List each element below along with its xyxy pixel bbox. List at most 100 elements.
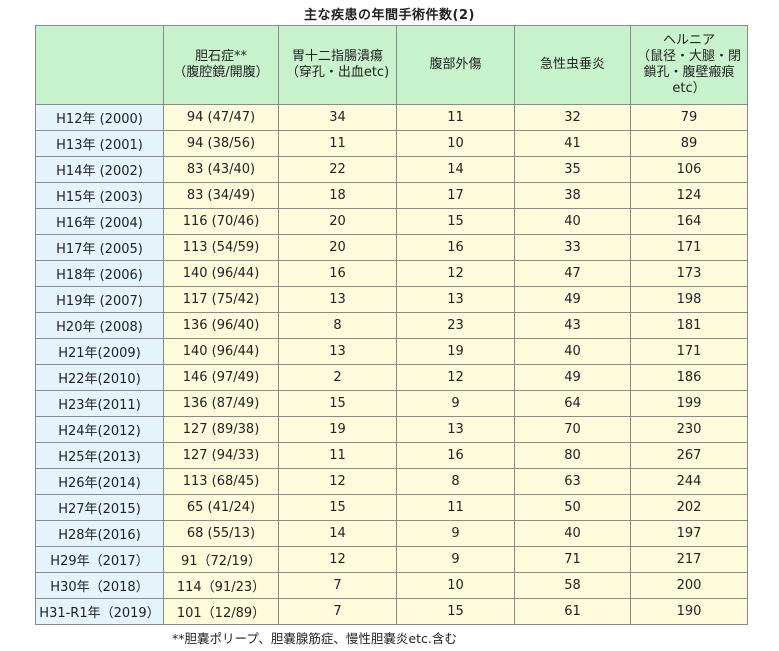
hernia-cell: 202 (630, 494, 748, 521)
hernia-cell: 124 (630, 182, 748, 209)
table-row: H21年(2009) 140 (96/44) 13 19 40 171 (35, 338, 748, 365)
trauma-cell: 16 (396, 442, 515, 469)
header-line: 腹部外傷 (429, 57, 482, 72)
year-cell: H15年 (2003) (35, 182, 164, 209)
ulcer-cell: 12 (278, 546, 397, 573)
trauma-cell: 14 (396, 156, 515, 183)
hernia-cell: 79 (630, 104, 748, 131)
gallstone-cell: 116 (70/46) (163, 208, 279, 235)
year-cell: H30年（2018） (35, 572, 164, 599)
year-cell: H27年(2015) (35, 494, 164, 521)
gallstone-cell: 68 (55/13) (163, 520, 279, 547)
gallstone-cell: 146 (97/49) (163, 364, 279, 391)
ulcer-cell: 16 (278, 260, 397, 287)
year-cell: H31-R1年（2019） (35, 598, 164, 625)
year-cell: H12年 (2000) (35, 104, 164, 131)
footnote: **胆嚢ポリープ、胆嚢腺筋症、慢性胆嚢炎etc.含む (172, 631, 457, 646)
hernia-cell: 89 (630, 130, 748, 157)
appendicitis-cell: 33 (514, 234, 631, 261)
table-row: H28年(2016) 68 (55/13) 14 9 40 197 (35, 520, 748, 547)
ulcer-cell: 20 (278, 208, 397, 235)
hernia-cell: 106 (630, 156, 748, 183)
gallstone-cell: 114（91/23） (163, 572, 279, 599)
appendicitis-cell: 35 (514, 156, 631, 183)
trauma-cell: 9 (396, 390, 515, 417)
year-cell: H24年(2012) (35, 416, 164, 443)
appendicitis-cell: 50 (514, 494, 631, 521)
header-year (35, 25, 164, 105)
header-abdominal-trauma: 腹部外傷 (396, 25, 515, 105)
gallstone-cell: 127 (94/33) (163, 442, 279, 469)
gallstone-cell: 136 (96/40) (163, 312, 279, 339)
table-row: H14年 (2002) 83 (43/40) 22 14 35 106 (35, 156, 748, 183)
hernia-cell: 199 (630, 390, 748, 417)
table-row: H13年 (2001) 94 (38/56) 11 10 41 89 (35, 130, 748, 157)
header-hernia: ヘルニア （鼠径・大腿・閉 鎖孔・腹壁瘢痕 etc） (630, 25, 748, 105)
table-row: H16年 (2004) 116 (70/46) 20 15 40 164 (35, 208, 748, 235)
hernia-cell: 198 (630, 286, 748, 313)
ulcer-cell: 7 (278, 598, 397, 625)
gallstone-cell: 101（12/89） (163, 598, 279, 625)
hernia-cell: 230 (630, 416, 748, 443)
ulcer-cell: 19 (278, 416, 397, 443)
table-row: H26年(2014) 113 (68/45) 12 8 63 244 (35, 468, 748, 495)
appendicitis-cell: 38 (514, 182, 631, 209)
hernia-cell: 267 (630, 442, 748, 469)
trauma-cell: 10 (396, 130, 515, 157)
table-row: H31-R1年（2019） 101（12/89） 7 15 61 190 (35, 598, 748, 625)
year-cell: H20年 (2008) (35, 312, 164, 339)
year-cell: H13年 (2001) (35, 130, 164, 157)
gallstone-cell: 136 (87/49) (163, 390, 279, 417)
appendicitis-cell: 49 (514, 286, 631, 313)
hernia-cell: 186 (630, 364, 748, 391)
trauma-cell: 12 (396, 364, 515, 391)
appendicitis-cell: 49 (514, 364, 631, 391)
appendicitis-cell: 70 (514, 416, 631, 443)
table-row: H25年(2013) 127 (94/33) 11 16 80 267 (35, 442, 748, 469)
header-line: 胆石症** (194, 49, 247, 64)
ulcer-cell: 13 (278, 338, 397, 365)
trauma-cell: 19 (396, 338, 515, 365)
hernia-cell: 217 (630, 546, 748, 573)
trauma-cell: 16 (396, 234, 515, 261)
ulcer-cell: 12 (278, 468, 397, 495)
ulcer-cell: 13 (278, 286, 397, 313)
year-cell: H25年(2013) (35, 442, 164, 469)
appendicitis-cell: 63 (514, 468, 631, 495)
gallstone-cell: 94 (47/47) (163, 104, 279, 131)
hernia-cell: 164 (630, 208, 748, 235)
surgery-count-table: 胆石症** （腹腔鏡/開腹） 胃十二指腸潰瘍 （穿孔・出血etc) 腹部外傷 急… (35, 25, 748, 625)
gallstone-cell: 83 (34/49) (163, 182, 279, 209)
table-row: H12年 (2000) 94 (47/47) 34 11 32 79 (35, 104, 748, 131)
appendicitis-cell: 47 (514, 260, 631, 287)
hernia-cell: 181 (630, 312, 748, 339)
ulcer-cell: 34 (278, 104, 397, 131)
ulcer-cell: 11 (278, 442, 397, 469)
ulcer-cell: 15 (278, 390, 397, 417)
year-cell: H19年 (2007) (35, 286, 164, 313)
year-cell: H28年(2016) (35, 520, 164, 547)
hernia-cell: 171 (630, 234, 748, 261)
appendicitis-cell: 80 (514, 442, 631, 469)
year-cell: H21年(2009) (35, 338, 164, 365)
table-row: H22年(2010) 146 (97/49) 2 12 49 186 (35, 364, 748, 391)
gallstone-cell: 127 (89/38) (163, 416, 279, 443)
ulcer-cell: 11 (278, 130, 397, 157)
appendicitis-cell: 71 (514, 546, 631, 573)
header-line: 急性虫垂炎 (539, 57, 605, 72)
table-body: H12年 (2000) 94 (47/47) 34 11 32 79 H13年 (2001)… (35, 104, 748, 625)
year-cell: H17年 (2005) (35, 234, 164, 261)
gallstone-cell: 113 (68/45) (163, 468, 279, 495)
header-line: etc） (672, 81, 706, 96)
hernia-cell: 200 (630, 572, 748, 599)
appendicitis-cell: 40 (514, 208, 631, 235)
hernia-cell: 197 (630, 520, 748, 547)
header-appendicitis: 急性虫垂炎 (514, 25, 631, 105)
header-line: （腹腔鏡/開腹） (173, 65, 269, 80)
table-row: H24年(2012) 127 (89/38) 19 13 70 230 (35, 416, 748, 443)
ulcer-cell: 14 (278, 520, 397, 547)
year-cell: H29年（2017） (35, 546, 164, 573)
table-row: H23年(2011) 136 (87/49) 15 9 64 199 (35, 390, 748, 417)
gallstone-cell: 140 (96/44) (163, 260, 279, 287)
appendicitis-cell: 58 (514, 572, 631, 599)
